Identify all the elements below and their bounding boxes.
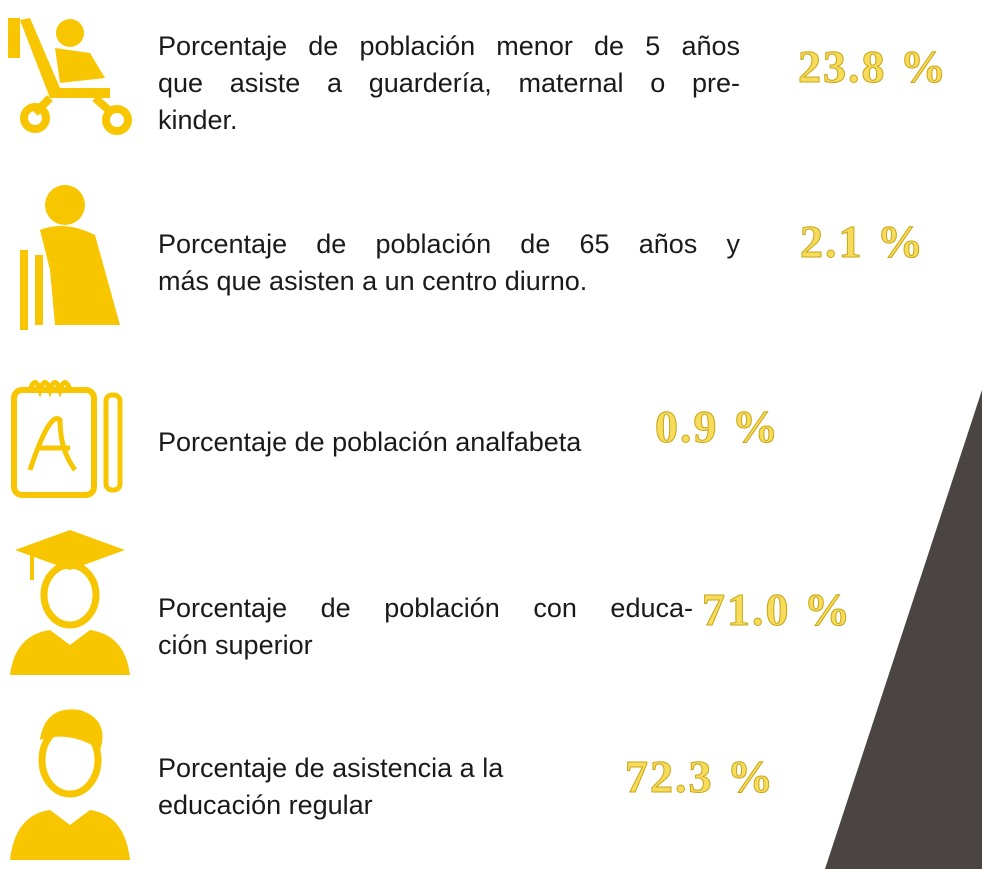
stroller-icon (8, 18, 132, 135)
item-text: Porcentaje de población con educa- ción … (158, 590, 693, 664)
item-value: 0.9 % (655, 401, 780, 453)
text-line: kinder. (158, 105, 238, 135)
item-value: 71.0 % (702, 584, 852, 636)
notebook-icon (11, 380, 123, 498)
student-icon (10, 709, 130, 860)
item-value: 23.8 % (798, 41, 948, 93)
text-line: educación regular (158, 790, 373, 820)
text-line: Porcentaje de población menor de 5 años (158, 31, 740, 61)
text-line: que asiste a guardería, maternal o pre- (158, 68, 740, 98)
item-text: Porcentaje de población analfabeta (158, 424, 581, 461)
graduate-icon (10, 530, 130, 675)
elder-icon (20, 185, 120, 330)
text-line: Porcentaje de población con educa- (158, 593, 693, 623)
text-line: Porcentaje de asistencia a la (158, 753, 504, 783)
dark-triangle (825, 390, 982, 869)
item-text: Porcentaje de población menor de 5 años … (158, 28, 740, 139)
item-text: Porcentaje de asistencia a la educación … (158, 750, 503, 824)
item-text: Porcentaje de población de 65 años y más… (158, 226, 740, 300)
text-line: Porcentaje de población de 65 años y (158, 229, 740, 259)
text-line: más que asisten a un centro diurno. (158, 266, 588, 296)
text-line: ción superior (158, 630, 313, 660)
text-line: Porcentaje de población analfabeta (158, 427, 582, 457)
item-value: 2.1 % (800, 216, 925, 268)
item-value: 72.3 % (625, 751, 775, 803)
